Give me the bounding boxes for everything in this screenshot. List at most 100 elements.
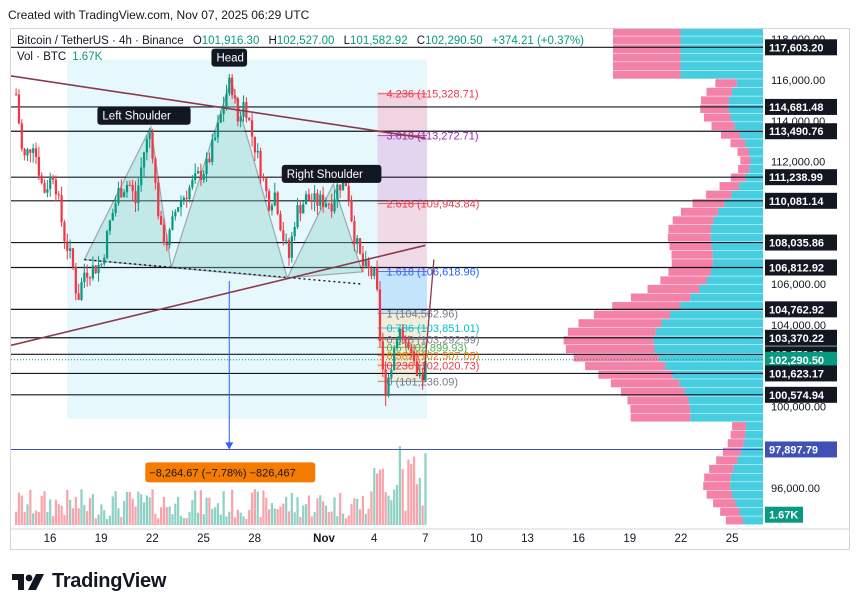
candle-body[interactable] <box>307 194 311 201</box>
candle-body[interactable] <box>304 194 308 205</box>
candle-body[interactable] <box>120 188 123 198</box>
candle-body[interactable] <box>376 268 379 290</box>
candle-body[interactable] <box>310 200 313 202</box>
candle-body[interactable] <box>168 229 171 246</box>
candle-body[interactable] <box>148 132 151 140</box>
candle-body[interactable] <box>100 263 103 265</box>
candle-body[interactable] <box>327 203 330 205</box>
candle-body[interactable] <box>242 102 245 117</box>
candle-body[interactable] <box>293 227 296 237</box>
candle-body[interactable] <box>259 150 262 178</box>
candle-body[interactable] <box>393 348 396 371</box>
candle-body[interactable] <box>205 158 208 174</box>
candle-body[interactable] <box>29 149 32 153</box>
candle-body[interactable] <box>216 122 220 138</box>
candle-body[interactable] <box>60 195 63 223</box>
candle-body[interactable] <box>177 207 180 212</box>
candle-body[interactable] <box>108 220 112 232</box>
candle-body[interactable] <box>185 197 188 200</box>
candle-body[interactable] <box>117 188 120 204</box>
candle-body[interactable] <box>32 148 35 153</box>
price-label-box[interactable] <box>765 441 837 458</box>
candle-body[interactable] <box>51 176 55 180</box>
candle-body[interactable] <box>387 377 390 396</box>
candle-body[interactable] <box>407 342 410 349</box>
candle-body[interactable] <box>134 191 137 204</box>
candle-body[interactable] <box>191 180 194 188</box>
candle-body[interactable] <box>384 369 387 396</box>
candle-body[interactable] <box>137 185 140 204</box>
candle-body[interactable] <box>398 328 401 340</box>
candle-body[interactable] <box>319 194 322 206</box>
candle-body[interactable] <box>367 260 370 269</box>
candle-body[interactable] <box>63 222 66 242</box>
candle-body[interactable] <box>188 187 191 200</box>
candle-body[interactable] <box>140 167 143 186</box>
candle-body[interactable] <box>330 203 333 212</box>
candle-body[interactable] <box>228 77 231 94</box>
candle-body[interactable] <box>356 238 359 245</box>
candle-body[interactable] <box>57 194 60 196</box>
chart-panel[interactable]: 4.236 (115,328.71) 3.618 (113,272.71) 2.61… <box>10 28 850 550</box>
candle-body[interactable] <box>336 184 339 200</box>
price-label-box[interactable] <box>765 351 837 368</box>
candle-body[interactable] <box>279 213 282 231</box>
price-label-box[interactable] <box>765 386 837 403</box>
candle-body[interactable] <box>219 114 222 123</box>
candle-body[interactable] <box>66 241 69 251</box>
candle-body[interactable] <box>49 176 52 190</box>
candle-body[interactable] <box>299 205 302 214</box>
tradingview-branding[interactable]: TradingView <box>12 570 166 593</box>
candle-body[interactable] <box>401 328 404 338</box>
price-label-box[interactable] <box>765 192 837 209</box>
candle-body[interactable] <box>199 171 202 180</box>
candle-body[interactable] <box>15 94 18 96</box>
candle-body[interactable] <box>339 184 342 191</box>
price-label-box[interactable] <box>765 123 837 140</box>
candle-body[interactable] <box>162 224 166 244</box>
candle-body[interactable] <box>211 139 214 163</box>
candle-body[interactable] <box>324 203 328 207</box>
candle-body[interactable] <box>378 289 382 342</box>
candle-body[interactable] <box>91 265 94 279</box>
candle-body[interactable] <box>208 158 211 163</box>
candle-body[interactable] <box>395 339 399 349</box>
candle-body[interactable] <box>83 272 86 283</box>
candle-body[interactable] <box>421 374 424 381</box>
candle-body[interactable] <box>370 268 373 277</box>
candle-body[interactable] <box>302 204 305 214</box>
candle-body[interactable] <box>46 189 49 193</box>
candle-body[interactable] <box>270 205 274 211</box>
candle-body[interactable] <box>94 265 97 274</box>
projection-arrow[interactable] <box>423 259 435 381</box>
candle-body[interactable] <box>253 136 257 153</box>
candle-body[interactable] <box>128 184 131 186</box>
candle-body[interactable] <box>71 248 75 267</box>
candle-body[interactable] <box>26 149 29 156</box>
neckline[interactable] <box>84 258 363 285</box>
candle-body[interactable] <box>159 216 163 225</box>
candle-body[interactable] <box>313 193 316 202</box>
candle-body[interactable] <box>123 192 126 198</box>
price-label-box[interactable] <box>765 98 837 115</box>
candle-body[interactable] <box>285 240 288 242</box>
candle-body[interactable] <box>103 258 106 264</box>
candle-body[interactable] <box>196 171 200 174</box>
candle-body[interactable] <box>333 199 336 212</box>
candle-body[interactable] <box>262 177 265 179</box>
candle-body[interactable] <box>290 236 293 258</box>
candle-body[interactable] <box>80 282 83 300</box>
candle-body[interactable] <box>23 148 26 156</box>
candle-body[interactable] <box>350 200 353 222</box>
descending-trendline[interactable] <box>11 75 426 139</box>
candle-body[interactable] <box>322 194 325 207</box>
candle-body[interactable] <box>404 337 407 343</box>
candle-body[interactable] <box>316 193 319 206</box>
candle-body[interactable] <box>194 173 197 181</box>
candle-body[interactable] <box>34 148 38 157</box>
price-label-box[interactable] <box>765 329 837 346</box>
candle-body[interactable] <box>415 361 419 377</box>
candle-body[interactable] <box>364 260 367 267</box>
candle-body[interactable] <box>412 351 416 362</box>
right-shoulder-shape[interactable] <box>286 182 364 279</box>
